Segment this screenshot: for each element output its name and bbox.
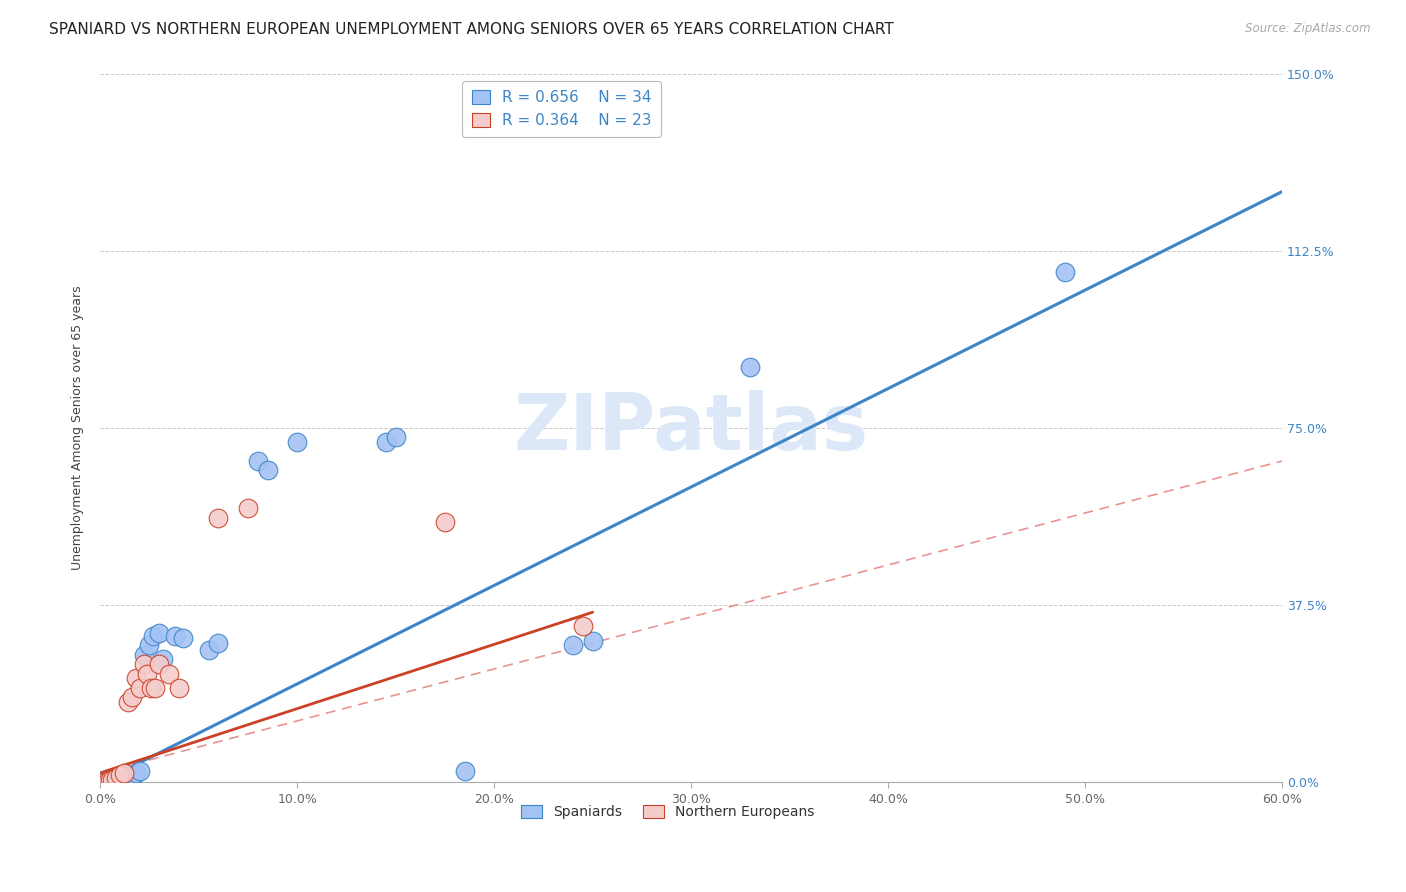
Legend: Spaniards, Northern Europeans: Spaniards, Northern Europeans [516,800,820,825]
Point [124,765,146,780]
Point [104,773,127,788]
Point [98,774,121,789]
Point [114,772,136,786]
Point [453,764,475,778]
Point [207,510,229,524]
Point [740,359,762,374]
Point [433,516,456,530]
Point [165,629,187,643]
Point [98,773,121,788]
Point [94,773,117,788]
Point [236,501,259,516]
Point [121,690,143,705]
Point [104,771,127,785]
Text: SPANIARD VS NORTHERN EUROPEAN UNEMPLOYMENT AMONG SENIORS OVER 65 YEARS CORRELATI: SPANIARD VS NORTHERN EUROPEAN UNEMPLOYME… [49,22,894,37]
Point [582,633,605,648]
Point [172,631,194,645]
Point [374,435,396,450]
Point [118,771,141,785]
Point [112,772,135,786]
Point [128,764,150,778]
Point [132,648,155,662]
Text: ZIPatlas: ZIPatlas [513,390,869,466]
Point [157,666,180,681]
Point [97,773,120,788]
Point [571,619,593,633]
Point [124,672,146,686]
Point [142,629,165,643]
Point [93,773,115,788]
Text: Source: ZipAtlas.com: Source: ZipAtlas.com [1246,22,1371,36]
Point [138,638,160,652]
Point [97,774,120,789]
Point [152,652,174,666]
Point [94,774,117,789]
Point [197,643,219,657]
Point [128,681,150,695]
Point [108,768,131,782]
Point [136,666,159,681]
Y-axis label: Unemployment Among Seniors over 65 years: Unemployment Among Seniors over 65 years [72,285,84,570]
Point [141,681,163,695]
Point [91,774,114,789]
Point [256,463,278,477]
Point [1054,265,1077,279]
Point [122,768,145,782]
Point [117,695,139,709]
Point [207,636,229,650]
Point [148,657,170,672]
Point [167,681,190,695]
Point [132,657,155,672]
Point [384,430,406,444]
Point [108,772,131,787]
Point [148,626,170,640]
Point [246,454,269,468]
Point [145,681,167,695]
Point [101,772,124,787]
Point [561,638,583,652]
Point [103,773,125,788]
Point [93,774,115,789]
Point [112,765,135,780]
Point [285,435,308,450]
Point [101,774,124,789]
